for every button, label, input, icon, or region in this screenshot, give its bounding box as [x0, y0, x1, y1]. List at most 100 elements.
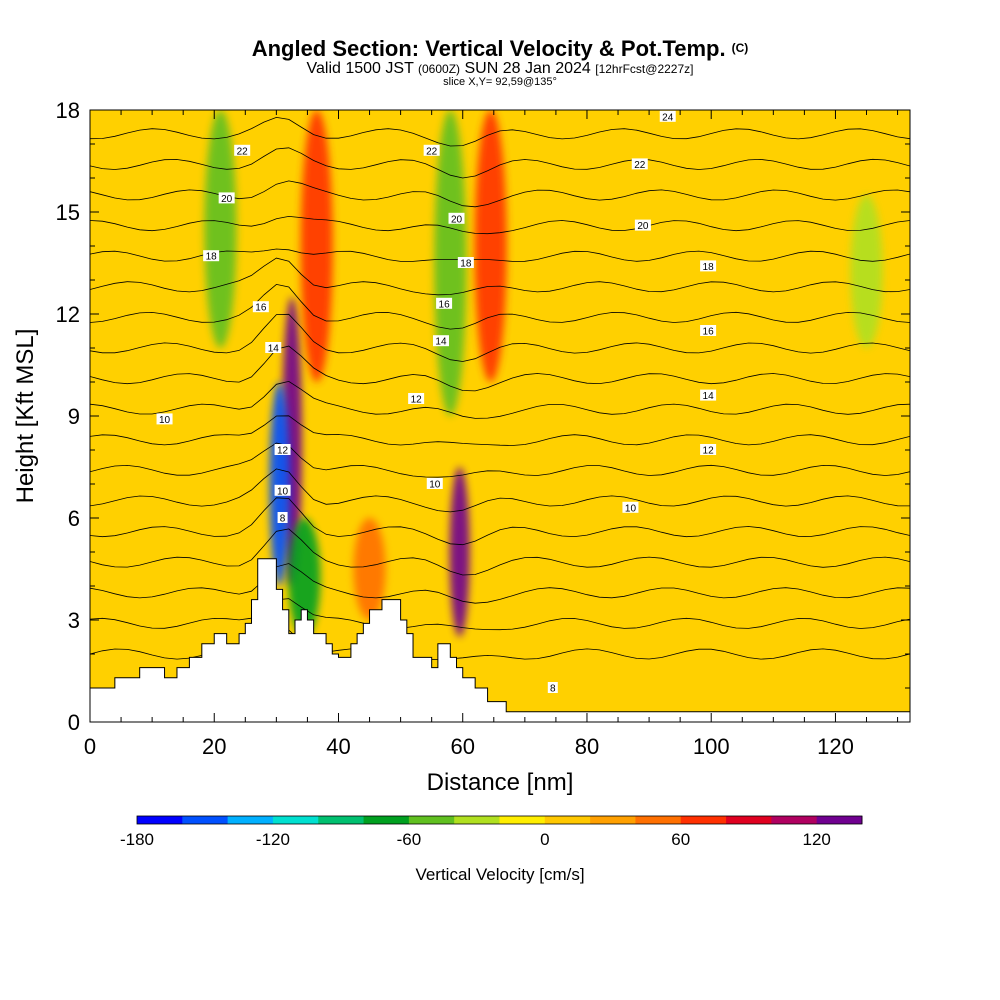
velocity-feature — [449, 467, 470, 637]
title-text: Angled Section: Vertical Velocity & Pot.… — [251, 36, 726, 61]
contour-label: 18 — [203, 250, 220, 263]
contour-label: 10 — [156, 413, 173, 426]
contour-line — [90, 215, 910, 235]
contour-label-text: 16 — [703, 327, 715, 338]
contour-label-text: 8 — [550, 684, 556, 695]
contour-line — [90, 598, 910, 631]
contour-label-bg — [274, 484, 291, 496]
colorbar-swatch — [318, 816, 365, 824]
colorbar-swatch — [771, 816, 818, 824]
contour-label: 24 — [659, 110, 676, 123]
velocity-feature — [269, 382, 290, 586]
colorbar-swatch — [363, 816, 410, 824]
x-tick-label: 100 — [693, 734, 730, 759]
x-tick-label: 80 — [575, 734, 599, 759]
contour-label-text: 10 — [159, 415, 171, 426]
contour-label-text: 16 — [255, 303, 267, 314]
contour-label-text: 18 — [703, 262, 715, 273]
colorbar-tick-label: 120 — [803, 830, 831, 849]
contour-line — [90, 116, 910, 147]
chart-subtitle: Valid 1500 JST (0600Z) SUN 28 Jan 2024 [… — [0, 60, 1000, 78]
velocity-feature — [474, 110, 507, 382]
contour-line — [90, 497, 910, 546]
colorbar-tick-label: -120 — [256, 830, 290, 849]
contour-label-text: 14 — [703, 391, 715, 402]
contour-label: 14 — [265, 342, 282, 355]
contour-label-text: 20 — [637, 221, 649, 232]
contour-label-bg — [700, 260, 717, 272]
contour-label-bg — [700, 325, 717, 336]
velocity-feature — [300, 110, 333, 382]
contour-label-bg — [265, 342, 282, 353]
velocity-feature — [204, 110, 237, 348]
colorbar-swatch — [499, 816, 546, 824]
contour-label-bg — [156, 413, 173, 425]
contour-label-text: 12 — [703, 446, 715, 457]
x-axis: 0 20 40 60 80 100 120 — [84, 110, 899, 759]
contour-label: 16 — [436, 297, 453, 310]
contour-line — [90, 248, 910, 262]
valid-utc: (0600Z) — [418, 62, 461, 76]
colorbar-tick-label: -60 — [397, 830, 422, 849]
colorbar: -180 -120 -60 0 60 120 — [120, 815, 863, 849]
forecast-info: [12hrFcst@2227z] — [595, 62, 694, 76]
contour-label: 22 — [631, 158, 648, 171]
colorbar-swatch — [635, 816, 682, 824]
contour-label: 10 — [426, 478, 443, 491]
colorbar-swatch — [408, 816, 455, 824]
contour-label: 20 — [634, 219, 651, 232]
contour-label-text: 20 — [451, 214, 463, 225]
contour-label-bg — [457, 257, 474, 268]
contour-line — [90, 147, 910, 179]
contour-line — [90, 380, 910, 419]
y-tick-label: 9 — [68, 404, 80, 429]
contour-label: 22 — [423, 144, 440, 157]
x-tick-label: 60 — [450, 734, 474, 759]
colorbar-swatch — [137, 816, 183, 824]
y-axis: 0 3 6 9 12 15 18 — [56, 98, 910, 735]
contour-label-text: 10 — [625, 503, 637, 514]
contour-label: 18 — [457, 257, 474, 270]
colorbar-swatch — [590, 816, 636, 824]
valid-prefix: Valid 1500 JST — [306, 60, 414, 77]
y-tick-label: 0 — [68, 710, 80, 735]
contour-label-bg — [436, 297, 453, 309]
colorbar-title: Vertical Velocity [cm/s] — [415, 865, 584, 884]
contour-label-bg — [408, 393, 425, 404]
valid-date: SUN 28 Jan 2024 — [464, 60, 591, 77]
x-tick-label: 20 — [202, 734, 226, 759]
contour-label-text: 14 — [268, 344, 280, 355]
contour-label-bg — [423, 144, 440, 156]
contour-label-bg — [659, 110, 676, 122]
contour-label-text: 22 — [237, 146, 249, 157]
contour-label: 20 — [218, 192, 235, 205]
contour-label-text: 8 — [280, 514, 286, 525]
contour-label-bg — [234, 144, 251, 156]
title-mark: (C) — [731, 41, 749, 55]
colorbar-swatch — [454, 816, 500, 824]
contour-line — [90, 283, 910, 330]
slice-info: slice X,Y= 92,59@135° — [443, 76, 557, 88]
contour-label-bg — [426, 478, 443, 489]
contour-label-bg — [203, 250, 220, 262]
velocity-feature — [850, 195, 883, 348]
contour-label: 12 — [274, 444, 291, 457]
contour-label-bg — [700, 444, 717, 455]
contour-label-text: 24 — [662, 112, 674, 123]
x-axis-title: Distance [nm] — [427, 769, 574, 796]
contour-line — [90, 257, 910, 296]
colorbar-tick-label: 0 — [540, 830, 549, 849]
x-tick-label: 0 — [84, 734, 96, 759]
contour-label-bg — [547, 682, 558, 693]
contour-label: 10 — [274, 484, 291, 497]
plot-area: 22 20 18 16 14 10 12 10 8 22 20 18 16 14 12 10 24 22 20 18 1… — [90, 110, 910, 722]
colorbar-swatch — [227, 816, 274, 824]
contour-line — [90, 442, 910, 478]
colorbar-frame — [136, 815, 863, 825]
colorbar-swatch — [816, 816, 863, 824]
contour-label-text: 10 — [429, 480, 441, 491]
contour-label: 22 — [234, 144, 251, 157]
pot-temp-contours — [90, 116, 910, 661]
colorbar-swatch — [182, 816, 229, 824]
